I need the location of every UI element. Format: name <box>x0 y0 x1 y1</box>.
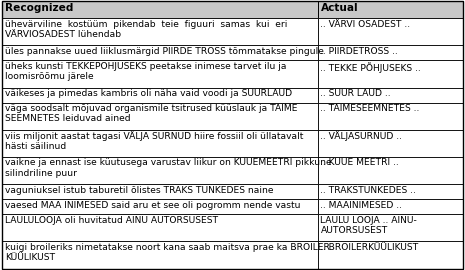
Bar <box>318 18 463 45</box>
Text: Actual: Actual <box>320 3 358 13</box>
Text: .. MAAINIMESED ..: .. MAAINIMESED .. <box>320 201 403 210</box>
Text: .. PIIRDETROSS ..: .. PIIRDETROSS .. <box>320 47 398 56</box>
Text: vaesed MAA INIMESED said aru et see oli pogromm nende vastu: vaesed MAA INIMESED said aru et see oli … <box>5 201 301 210</box>
Bar <box>318 214 463 241</box>
Bar <box>2 241 318 269</box>
Bar <box>2 18 318 45</box>
Bar <box>2 157 318 184</box>
Text: viis miljonit aastat tagasi VÄLJA SURNUD hiire fossiil oli üllatavalt
hästi säil: viis miljonit aastat tagasi VÄLJA SURNUD… <box>5 131 304 151</box>
Bar <box>2 184 318 199</box>
Text: LAULULOOJA oli huvitatud AINU AUTORSUSEST: LAULULOOJA oli huvitatud AINU AUTORSUSES… <box>5 215 218 225</box>
Text: .. VÄRVI OSADEST ..: .. VÄRVI OSADEST .. <box>320 19 411 29</box>
Text: ühevärviline  kostüüm  pikendab  teie  figuuri  samas  kui  eri
VÄRVIOSADEST lüh: ühevärviline kostüüm pikendab teie figuu… <box>5 19 287 39</box>
Bar <box>2 88 318 103</box>
Bar <box>318 1 463 18</box>
Text: LAULU LOOJA .. AINU-
AUTORSUSEST: LAULU LOOJA .. AINU- AUTORSUSEST <box>320 215 417 235</box>
Text: .. BROILERKÜÜLIKUST: .. BROILERKÜÜLIKUST <box>320 243 418 252</box>
Bar <box>2 214 318 241</box>
Text: väga soodsalt mõjuvad organismile tsitrused küüslauk ja TAIME
SEEMNETES leiduvad: väga soodsalt mõjuvad organismile tsitru… <box>5 104 298 123</box>
Bar <box>2 199 318 214</box>
Text: vaguniuksel istub taburetil õlistes TRAKS TUNKEDES naine: vaguniuksel istub taburetil õlistes TRAK… <box>5 185 273 195</box>
Text: üheks kunsti TEKKEPOHJUSEKS peetakse inimese tarvet ilu ja
loomisrõõmu järele: üheks kunsti TEKKEPOHJUSEKS peetakse ini… <box>5 62 286 81</box>
Bar <box>2 45 318 60</box>
Text: .. KUUE MEETRI ..: .. KUUE MEETRI .. <box>320 158 399 167</box>
Text: .. TRAKSTUNKEDES ..: .. TRAKSTUNKEDES .. <box>320 185 416 195</box>
Text: kuigi broileriks nimetatakse noort kana saab maitsva prae ka BROILER
KÜÜLIKUST: kuigi broileriks nimetatakse noort kana … <box>5 243 330 262</box>
Bar <box>318 45 463 60</box>
Bar <box>318 88 463 103</box>
Bar <box>318 60 463 88</box>
Text: .. TEKKE PÕHJUSEKS ..: .. TEKKE PÕHJUSEKS .. <box>320 62 421 73</box>
Bar <box>318 130 463 157</box>
Bar <box>2 103 318 130</box>
Bar <box>318 241 463 269</box>
Text: .. SUUR LAUD ..: .. SUUR LAUD .. <box>320 89 391 98</box>
Bar <box>2 1 318 18</box>
Text: väikeses ja pimedas kambris oli näha vaid voodi ja SUURLAUD: väikeses ja pimedas kambris oli näha vai… <box>5 89 292 98</box>
Bar <box>318 184 463 199</box>
Bar <box>318 199 463 214</box>
Bar <box>318 103 463 130</box>
Bar <box>318 157 463 184</box>
Text: vaikne ja ennast ise küutusega varustav liikur on KUUEMEETRI pikkune
silindrilin: vaikne ja ennast ise küutusega varustav … <box>5 158 332 178</box>
Bar <box>2 60 318 88</box>
Bar <box>2 130 318 157</box>
Text: .. VÄLJASURNUD ..: .. VÄLJASURNUD .. <box>320 131 403 141</box>
Text: .. TAIMESEEMNETES ..: .. TAIMESEEMNETES .. <box>320 104 420 113</box>
Text: Recognized: Recognized <box>5 3 73 13</box>
Text: üles pannakse uued liiklusmärgid PIIRDE TROSS tõmmatakse pingule: üles pannakse uued liiklusmärgid PIIRDE … <box>5 47 324 56</box>
